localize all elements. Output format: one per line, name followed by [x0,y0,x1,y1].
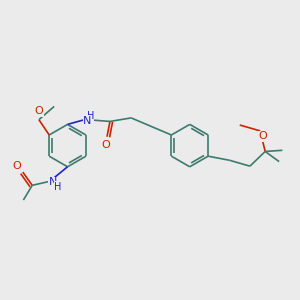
Text: H: H [54,182,61,191]
Text: H: H [86,110,94,121]
Text: O: O [34,106,43,116]
Text: O: O [101,140,110,150]
Text: N: N [83,116,92,126]
Text: O: O [258,131,267,141]
Text: N: N [49,177,57,188]
Text: O: O [12,161,21,171]
